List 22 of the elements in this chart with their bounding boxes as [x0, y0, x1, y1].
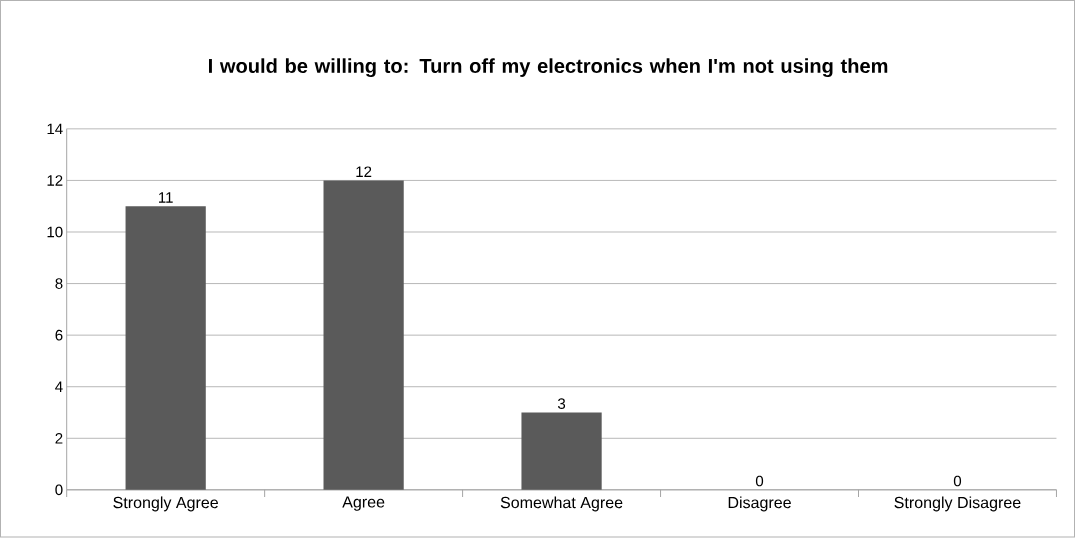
bar — [521, 412, 602, 491]
x-tick-label: Disagree — [728, 496, 791, 512]
y-tick-label: 0 — [55, 484, 63, 496]
y-tick-label: 10 — [47, 226, 63, 238]
data-label: 12 — [356, 166, 372, 178]
data-label: 0 — [953, 475, 962, 487]
bar — [323, 180, 404, 491]
x-tick-label: Agree — [342, 496, 385, 512]
x-tick-label: Somewhat Agree — [500, 496, 623, 512]
data-label: 11 — [159, 192, 173, 203]
x-tick-label: Strongly Agree — [113, 496, 218, 512]
y-tick-label: 12 — [47, 175, 63, 186]
chart-title: I would be willing to: Turn off my electronics when I'm not using them — [209, 58, 888, 78]
x-tick-label: Strongly Disagree — [894, 496, 1021, 512]
y-tick-label: 2 — [55, 433, 63, 444]
y-tick-label: 8 — [55, 278, 63, 290]
y-tick-label: 6 — [55, 330, 63, 341]
y-tick-label: 4 — [55, 381, 63, 393]
data-label: 3 — [557, 398, 566, 410]
y-tick-label: 14 — [47, 123, 63, 135]
data-label: 0 — [755, 475, 764, 487]
bar — [125, 206, 206, 491]
